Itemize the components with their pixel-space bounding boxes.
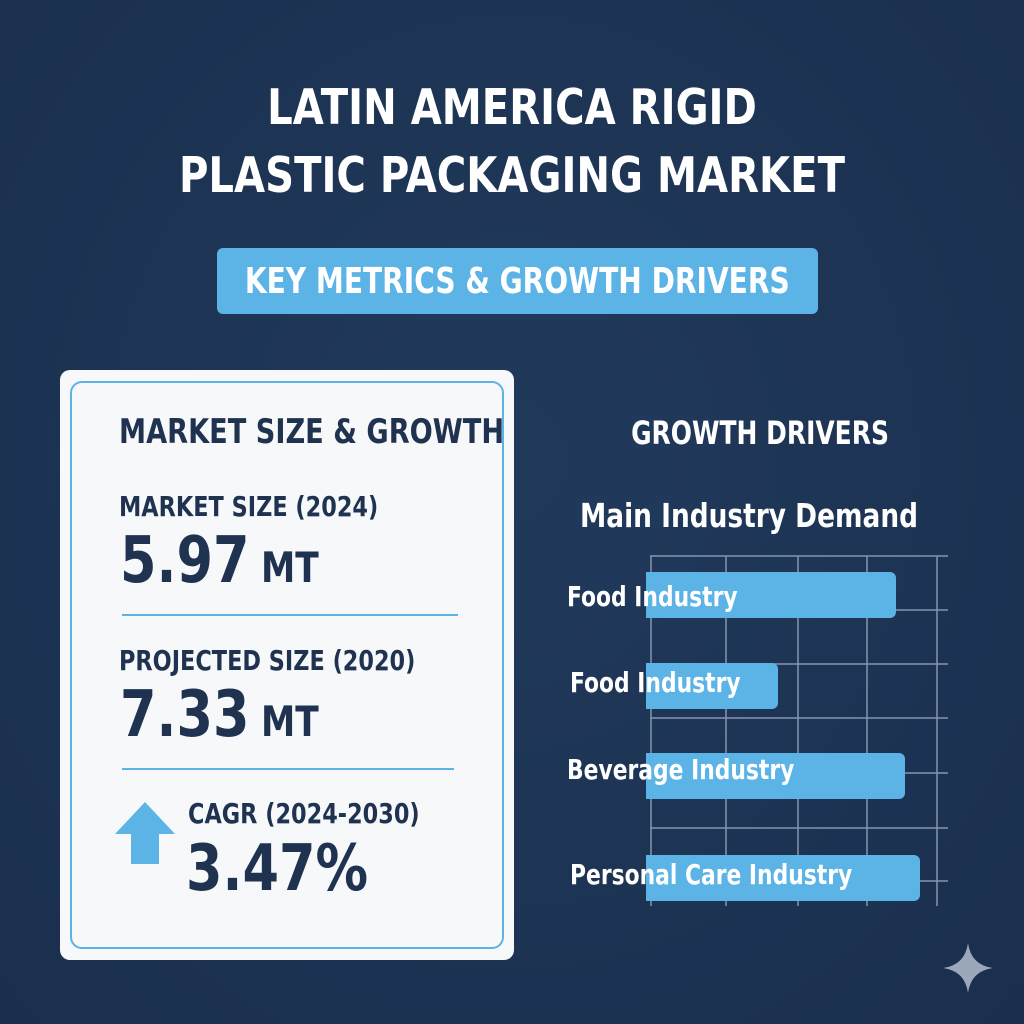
grid-line-h (650, 663, 948, 665)
cagr-label: CAGR (2024-2030) (188, 797, 420, 830)
subtitle-banner: KEY METRICS & GROWTH DRIVERS (217, 248, 818, 314)
chart-title: Main Industry Demand (580, 496, 919, 535)
bar-label: Food Industry (570, 666, 741, 699)
arrow-up-icon (115, 802, 175, 864)
bar-label: Personal Care Industry (570, 858, 853, 891)
bar-food-industry-1 (646, 572, 896, 618)
projected-size-unit: MT (260, 697, 319, 746)
growth-drivers-heading: GROWTH DRIVERS (631, 414, 889, 452)
grid-line-h (650, 827, 948, 829)
projected-size-value: 7.33 MT (120, 678, 319, 752)
grid-line-v (650, 556, 652, 906)
subtitle-text: KEY METRICS & GROWTH DRIVERS (245, 260, 790, 302)
grid-line-h (650, 717, 948, 719)
cagr-number: 3.47% (186, 832, 369, 906)
title-line-2: PLASTIC PACKAGING MARKET (178, 147, 846, 204)
cagr-value: 3.47% (186, 832, 368, 906)
grid-line-v (725, 556, 727, 906)
page-title: LATIN AMERICA RIGID PLASTIC PACKAGING MA… (92, 74, 932, 210)
bar-personal-care-industry (646, 855, 920, 901)
bar-label: Food Industry (567, 580, 738, 613)
market-size-number: 5.97 (120, 524, 250, 598)
market-card-border (70, 381, 504, 949)
divider-2 (122, 768, 454, 770)
market-size-unit: MT (260, 543, 319, 592)
sparkle-icon (943, 943, 993, 993)
projected-size-label: PROJECTED SIZE (2020) (119, 644, 416, 677)
market-size-value: 5.97 MT (120, 524, 319, 598)
bar-label: Beverage Industry (567, 753, 795, 786)
divider-1 (122, 614, 458, 616)
projected-size-number: 7.33 (120, 678, 250, 752)
bar-beverage-industry (646, 753, 905, 799)
title-line-1: LATIN AMERICA RIGID (267, 79, 757, 136)
grid-line-v (797, 556, 799, 906)
market-card-heading: MARKET SIZE & GROWTH (119, 412, 505, 452)
market-size-label: MARKET SIZE (2024) (119, 490, 379, 523)
grid-line-v (936, 556, 938, 906)
grid-line-v (866, 556, 868, 906)
bar-food-industry-2 (646, 663, 778, 709)
grid-line-h (650, 555, 948, 557)
